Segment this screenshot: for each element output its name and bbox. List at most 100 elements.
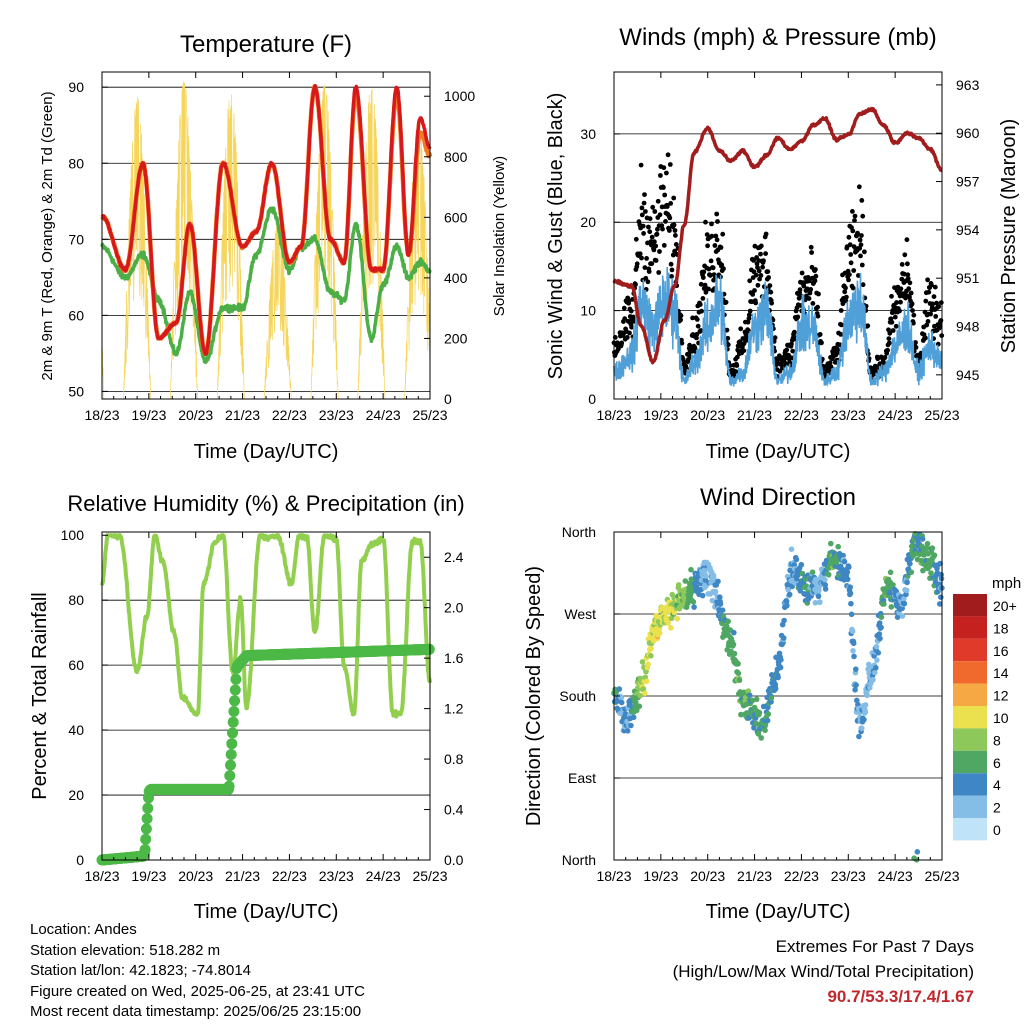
- gust-point: [678, 317, 683, 323]
- wind-direction-point: [671, 609, 678, 616]
- wind-direction-point: [873, 643, 880, 650]
- winds-title: Winds (mph) & Pressure (mb): [619, 24, 936, 51]
- gust-point: [725, 342, 731, 348]
- gust-point: [899, 262, 905, 267]
- gust-point: [838, 332, 844, 337]
- colorbar-swatch: [953, 594, 987, 617]
- colorbar-label: 2: [993, 800, 1001, 816]
- gust-point: [698, 281, 704, 287]
- wind-direction-point: [835, 543, 841, 550]
- extremes-subtitle: (High/Low/Max Wind/Total Precipitation): [672, 962, 974, 981]
- gust-point: [848, 260, 854, 266]
- right-y-tick-label: 2.0: [444, 600, 464, 616]
- gust-point: [652, 209, 658, 214]
- wind-direction-point: [817, 599, 823, 605]
- right-y-tick-label: 2.4: [444, 549, 464, 565]
- gust-point: [663, 219, 668, 224]
- wind-direction-point: [870, 676, 876, 683]
- x-tick-label: 21/23: [737, 868, 772, 884]
- precip-point: [140, 823, 152, 835]
- gust-point: [765, 269, 771, 274]
- y-tick-label: North: [562, 524, 596, 540]
- gust-point: [734, 354, 740, 360]
- gust-point: [847, 272, 852, 277]
- wind-direction-point: [859, 725, 865, 732]
- right-y-tick-label: 600: [444, 209, 468, 225]
- colorbar-swatch: [953, 683, 987, 706]
- wind-direction-point: [624, 728, 631, 734]
- gust-point: [847, 242, 853, 248]
- y-tick-label: 0: [588, 391, 596, 407]
- gust-point: [843, 285, 848, 291]
- y-tick-label: 80: [68, 592, 84, 608]
- precip-point: [227, 716, 239, 728]
- precip-point: [139, 844, 151, 856]
- gust-point: [664, 170, 669, 176]
- gust-point: [668, 201, 674, 206]
- precip-point: [229, 684, 241, 696]
- gust-point: [938, 318, 944, 323]
- wind-direction-point: [798, 561, 805, 568]
- gust-point: [852, 213, 858, 219]
- wind-direction-panel: Wind Direction 18/23 19/23 20/23 21/23 22/23…: [523, 484, 1021, 923]
- gust-point: [698, 328, 704, 333]
- gust-point: [649, 261, 655, 266]
- gust-point: [929, 282, 934, 288]
- gust-point: [706, 286, 711, 292]
- y-tick-label: 60: [68, 307, 84, 323]
- gust-point: [669, 267, 675, 273]
- wind-direction-point: [735, 661, 741, 667]
- wind-direction-point: [634, 707, 640, 714]
- gust-point: [712, 243, 718, 248]
- x-tick-label: 19/23: [643, 868, 678, 884]
- humidity-title: Relative Humidity (%) & Precipitation (i…: [67, 491, 464, 516]
- colorbar-label: 12: [993, 688, 1009, 704]
- wind-direction-point: [872, 669, 878, 676]
- wind-direction-point: [861, 716, 867, 723]
- y-tick-label: 70: [68, 231, 84, 247]
- humidity-line: [100, 533, 432, 719]
- gust-point: [840, 301, 846, 307]
- gust-point: [856, 273, 861, 278]
- gust-point: [642, 265, 648, 270]
- gust-point: [889, 293, 894, 299]
- wind-direction-point: [643, 678, 650, 684]
- gust-point: [679, 340, 685, 346]
- gust-point: [889, 319, 895, 325]
- wind-direction-point: [731, 650, 738, 657]
- x-tick-label: 25/23: [924, 868, 959, 884]
- x-tick-label: 18/23: [596, 868, 631, 884]
- wind-direction-point: [648, 645, 655, 652]
- gust-point: [882, 355, 888, 360]
- winds-pressure-panel: Winds (mph) & Pressure (mb) 18/23 19/23 20…: [545, 24, 1020, 463]
- wind-direction-point: [735, 670, 742, 677]
- x-tick-label: 23/23: [831, 407, 866, 423]
- gust-point: [763, 251, 768, 256]
- gust-point: [723, 299, 729, 305]
- gust-point: [924, 322, 930, 328]
- gust-point: [932, 284, 938, 290]
- gust-point: [815, 313, 821, 319]
- wind-direction-point: [874, 657, 880, 663]
- gust-point: [763, 231, 769, 237]
- gust-point: [812, 278, 818, 284]
- colorbar-label: 6: [993, 755, 1001, 771]
- precip-point: [225, 749, 237, 760]
- gust-point: [789, 341, 794, 347]
- gust-point: [858, 253, 863, 259]
- gust-point: [844, 294, 849, 300]
- gust-point: [761, 258, 766, 264]
- wind-direction-point: [762, 727, 768, 734]
- wind-direction-point: [812, 600, 819, 606]
- gust-point: [797, 287, 803, 293]
- gust-point: [928, 311, 933, 317]
- station-elevation: Station elevation: 518.282 m: [30, 941, 221, 959]
- gust-point: [936, 304, 942, 309]
- wind-direction-point: [888, 604, 895, 610]
- gust-point: [710, 265, 716, 271]
- gust-point: [667, 162, 673, 167]
- gust-point: [697, 302, 703, 307]
- right-y-tick-label: 400: [444, 270, 468, 286]
- right-y-tick-label: 0.4: [444, 802, 464, 818]
- gust-point: [667, 228, 672, 233]
